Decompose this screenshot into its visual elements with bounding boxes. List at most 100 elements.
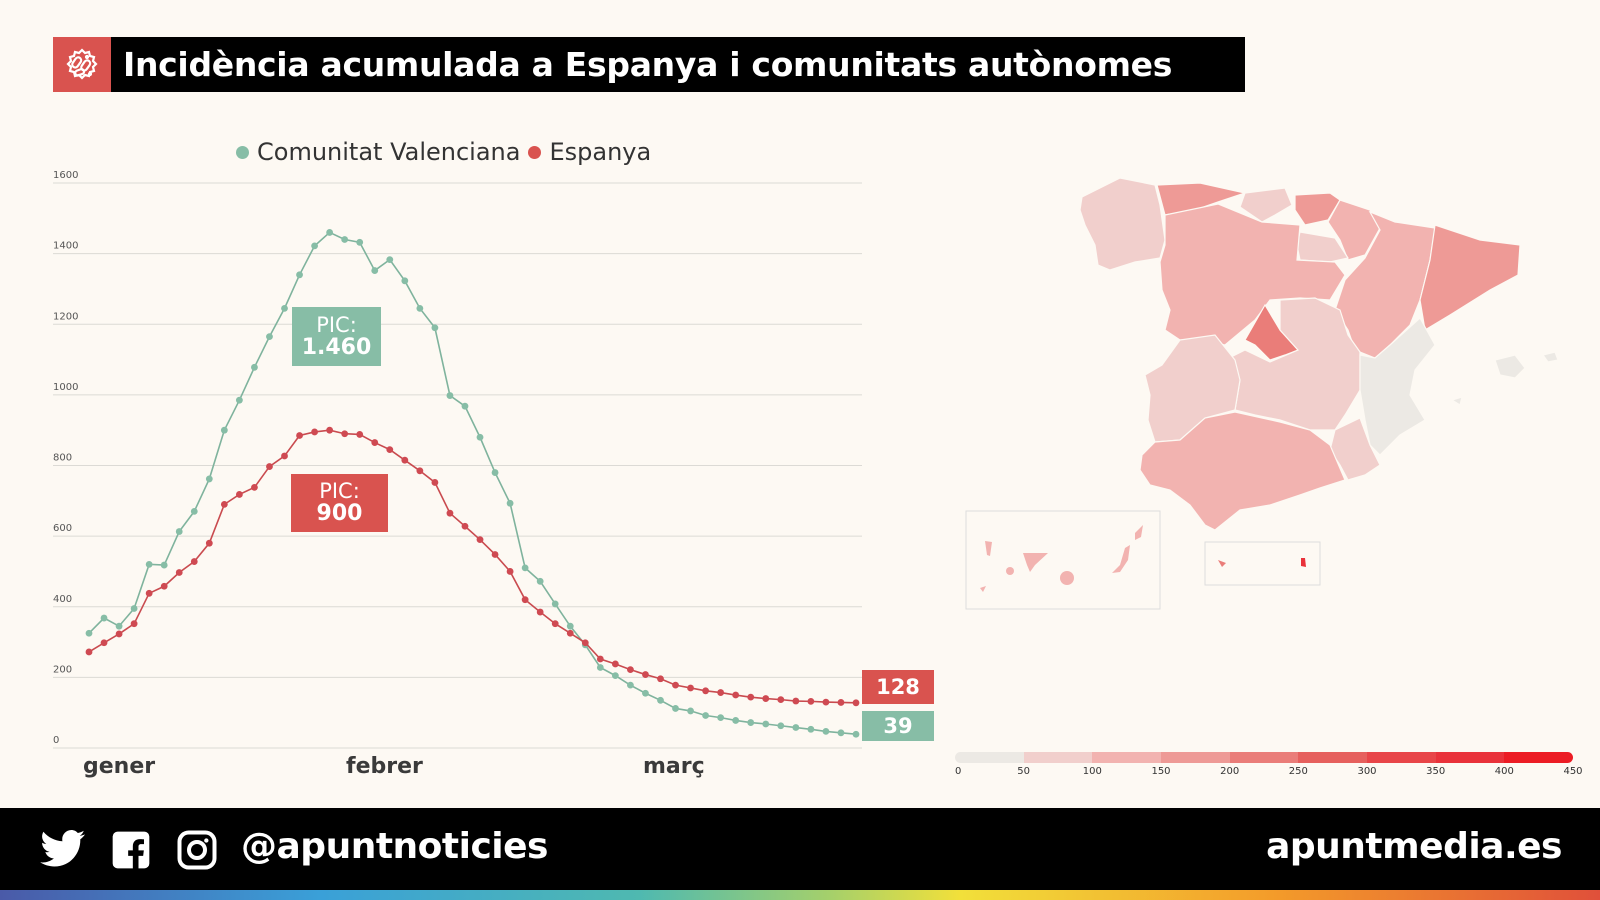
data-point xyxy=(777,722,785,730)
data-point xyxy=(642,689,649,697)
data-point xyxy=(220,500,228,508)
data-point xyxy=(356,238,364,246)
scale-segment xyxy=(1092,752,1162,763)
peak-label: PIC: xyxy=(316,313,357,337)
data-point xyxy=(296,271,303,279)
data-point xyxy=(416,467,424,475)
data-point xyxy=(175,569,183,576)
data-point xyxy=(341,236,349,243)
data-point xyxy=(160,582,168,590)
data-point xyxy=(852,730,860,738)
data-point xyxy=(115,622,123,630)
region-castella-manxa xyxy=(1224,297,1361,431)
data-point xyxy=(837,699,845,706)
y-tick-label: 400 xyxy=(53,594,72,605)
legend-item-es: Espanya xyxy=(528,138,651,166)
data-point xyxy=(536,577,544,585)
data-point xyxy=(627,666,634,674)
facebook-icon[interactable] xyxy=(111,830,151,870)
region-pais-basc xyxy=(1294,192,1341,226)
y-tick-label: 0 xyxy=(53,735,59,746)
data-point xyxy=(657,696,664,704)
data-point xyxy=(85,629,93,637)
data-point xyxy=(702,712,710,719)
scale-segment xyxy=(955,752,1024,763)
peak-annotation-cv: PIC: 1.460 xyxy=(292,307,381,366)
data-point xyxy=(837,729,845,737)
data-point xyxy=(491,551,499,558)
scale-segment xyxy=(1161,752,1230,763)
scale-segment xyxy=(1298,752,1368,763)
data-point xyxy=(386,256,394,264)
scale-segment xyxy=(1435,752,1505,763)
footer: @apuntnoticies apuntmedia.es xyxy=(0,808,1600,890)
page-title: Incidència acumulada a Espanya i comunit… xyxy=(111,37,1245,92)
twitter-icon[interactable] xyxy=(40,830,86,868)
data-point xyxy=(777,696,785,704)
data-point xyxy=(657,675,664,683)
data-point xyxy=(446,392,454,399)
y-tick-label: 1200 xyxy=(53,311,78,322)
social-handle-link[interactable]: @apuntnoticies xyxy=(241,826,548,867)
scale-segment xyxy=(1367,752,1436,763)
data-point xyxy=(431,324,439,332)
data-point xyxy=(506,499,514,507)
series-line xyxy=(88,231,857,736)
month-label-gener: gener xyxy=(83,754,156,779)
data-point xyxy=(446,509,454,517)
data-point xyxy=(732,717,740,724)
data-point xyxy=(747,693,755,701)
data-point xyxy=(551,600,559,608)
data-point xyxy=(220,426,228,434)
spain-choropleth-map xyxy=(965,177,1559,610)
y-tick-label: 1400 xyxy=(53,241,78,252)
legend-label: Comunitat Valenciana xyxy=(257,138,521,166)
data-point xyxy=(266,333,273,341)
data-point xyxy=(702,687,710,695)
scale-label: 100 xyxy=(1082,766,1102,777)
data-point xyxy=(431,479,439,486)
data-point xyxy=(100,614,108,622)
rainbow-stripe xyxy=(0,890,1600,900)
data-point xyxy=(311,428,318,436)
data-point xyxy=(326,426,334,434)
data-point xyxy=(190,508,198,515)
data-point xyxy=(266,463,273,470)
region-galicia xyxy=(1079,177,1166,271)
color-scale: 0 50 100 150 200 250 300 350 400 450 xyxy=(955,752,1583,780)
scale-label: 300 xyxy=(1357,766,1377,777)
instagram-icon[interactable] xyxy=(177,830,217,870)
data-point xyxy=(356,431,364,438)
data-point xyxy=(581,639,589,647)
data-point xyxy=(852,699,860,707)
data-point xyxy=(205,475,213,483)
data-point xyxy=(611,660,619,668)
data-point xyxy=(672,705,679,712)
data-point xyxy=(461,402,469,410)
scale-label: 0 xyxy=(955,766,962,777)
month-label-marc: març xyxy=(643,754,705,779)
data-point xyxy=(792,697,800,705)
website-link[interactable]: apuntmedia.es xyxy=(1266,826,1562,867)
data-point xyxy=(596,655,604,663)
data-point xyxy=(281,452,288,460)
legend-item-cv: Comunitat Valenciana xyxy=(236,138,520,166)
data-point xyxy=(687,684,694,692)
data-point xyxy=(235,396,243,404)
scale-label: 50 xyxy=(1017,766,1031,777)
scale-segment xyxy=(1023,752,1093,763)
line-chart: 0 200 400 600 800 1000 1200 1400 1600 xyxy=(53,170,862,749)
data-point xyxy=(416,304,424,312)
data-point xyxy=(611,672,619,680)
y-tick-label: 1600 xyxy=(53,170,78,181)
data-point xyxy=(401,456,409,464)
scale-label: 350 xyxy=(1426,766,1446,777)
y-tick-label: 200 xyxy=(53,664,72,675)
region-andalusia xyxy=(1139,411,1346,531)
data-point xyxy=(371,439,379,446)
data-point xyxy=(822,698,830,706)
color-scale-bar xyxy=(955,752,1573,763)
canarias-inset xyxy=(965,510,1161,610)
data-point xyxy=(160,561,168,569)
ceuta-melilla-inset xyxy=(1204,541,1321,586)
